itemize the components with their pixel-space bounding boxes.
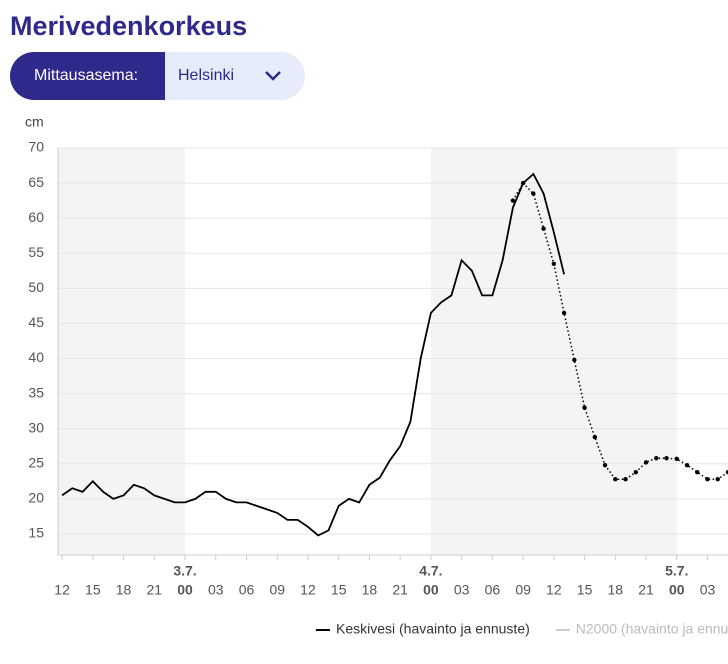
x-tick-label: 12 bbox=[546, 582, 562, 598]
forecast-point bbox=[541, 226, 546, 231]
x-tick-label: 06 bbox=[485, 582, 501, 598]
legend-label: Keskivesi (havainto ja ennuste) bbox=[336, 621, 530, 637]
day-shade bbox=[58, 148, 186, 555]
x-tick-label: 00 bbox=[177, 582, 193, 598]
forecast-point bbox=[715, 477, 720, 482]
y-tick-label: 65 bbox=[28, 174, 44, 190]
forecast-point bbox=[582, 405, 587, 410]
day-shade bbox=[430, 148, 677, 555]
y-tick-label: 45 bbox=[28, 314, 44, 330]
select-label-bg bbox=[10, 52, 165, 100]
select-label: Mittausasema: bbox=[34, 67, 138, 84]
x-tick-label: 03 bbox=[454, 582, 470, 598]
x-tick-label: 00 bbox=[423, 582, 439, 598]
station-select[interactable]: Mittausasema: Helsinki bbox=[10, 52, 305, 100]
y-tick-label: 40 bbox=[28, 349, 44, 365]
forecast-point bbox=[674, 456, 679, 462]
y-tick-label: 15 bbox=[28, 525, 44, 541]
x-tick-label: 21 bbox=[147, 582, 163, 598]
forecast-point bbox=[643, 460, 649, 465]
plot bbox=[61, 172, 728, 537]
chevron bbox=[265, 71, 281, 81]
forecast-point bbox=[705, 477, 710, 482]
forecast-point bbox=[725, 469, 728, 475]
x-tick-label: 18 bbox=[116, 582, 132, 598]
x-tick-label: 18 bbox=[362, 582, 378, 598]
x-tick-label: 09 bbox=[515, 582, 531, 598]
x-tick-label: 21 bbox=[638, 582, 654, 598]
forecast-point bbox=[531, 191, 536, 196]
y-tick-label: 70 bbox=[28, 139, 44, 155]
y-tick-label: 50 bbox=[28, 279, 44, 295]
forecast-line bbox=[512, 181, 728, 480]
y-tick-label: 20 bbox=[28, 490, 44, 506]
forecast-point bbox=[572, 357, 577, 363]
x-tick-label: 09 bbox=[269, 582, 285, 598]
forecast-point bbox=[592, 434, 598, 440]
forecast-point bbox=[633, 469, 638, 475]
day-label: 3.7. bbox=[173, 563, 196, 579]
day-label: 4.7. bbox=[419, 563, 442, 579]
forecast-point bbox=[695, 469, 700, 475]
page-title: Merivedenkorkeus bbox=[10, 11, 247, 41]
x-tick-label: 15 bbox=[577, 582, 593, 598]
forecast-point bbox=[561, 310, 567, 316]
forecast-point bbox=[510, 198, 516, 203]
x-tick-label: 15 bbox=[85, 582, 101, 598]
forecast-point bbox=[654, 455, 659, 461]
x-tick-label: 03 bbox=[700, 582, 716, 598]
forecast-point bbox=[684, 462, 690, 468]
y-tick-label: 55 bbox=[28, 244, 44, 260]
x-tick-label: 18 bbox=[608, 582, 624, 598]
chart: cm 15 20 25 30 35 40 45 50 55 60 65 70 12 15 18 21 00 03 06… bbox=[25, 114, 728, 637]
x-tick-label: 21 bbox=[392, 582, 408, 598]
forecast-point bbox=[613, 477, 618, 482]
x-tick-label: 12 bbox=[300, 582, 316, 598]
forecast-point bbox=[664, 455, 669, 461]
y-tick-label: 60 bbox=[28, 209, 44, 225]
x-tick-label: 03 bbox=[208, 582, 224, 598]
x-tick-label: 12 bbox=[54, 582, 70, 598]
forecast-point bbox=[623, 477, 628, 482]
select-value: Helsinki bbox=[178, 67, 234, 84]
x-tick-label: 06 bbox=[239, 582, 255, 598]
day-label: 5.7. bbox=[665, 563, 688, 579]
y-tick-label: 35 bbox=[28, 384, 44, 400]
y-tick-label: 30 bbox=[28, 419, 44, 435]
forecast-point bbox=[602, 462, 608, 468]
x-tick-label: 15 bbox=[331, 582, 347, 598]
forecast-point bbox=[551, 261, 557, 266]
y-tick-label: 25 bbox=[28, 454, 44, 470]
y-axis-label: cm bbox=[25, 114, 44, 130]
observation-line bbox=[61, 172, 565, 537]
legend-label: N2000 (havainto ja ennuste) bbox=[576, 621, 728, 637]
x-tick-label: 00 bbox=[669, 582, 685, 598]
forecast-point bbox=[520, 180, 526, 186]
